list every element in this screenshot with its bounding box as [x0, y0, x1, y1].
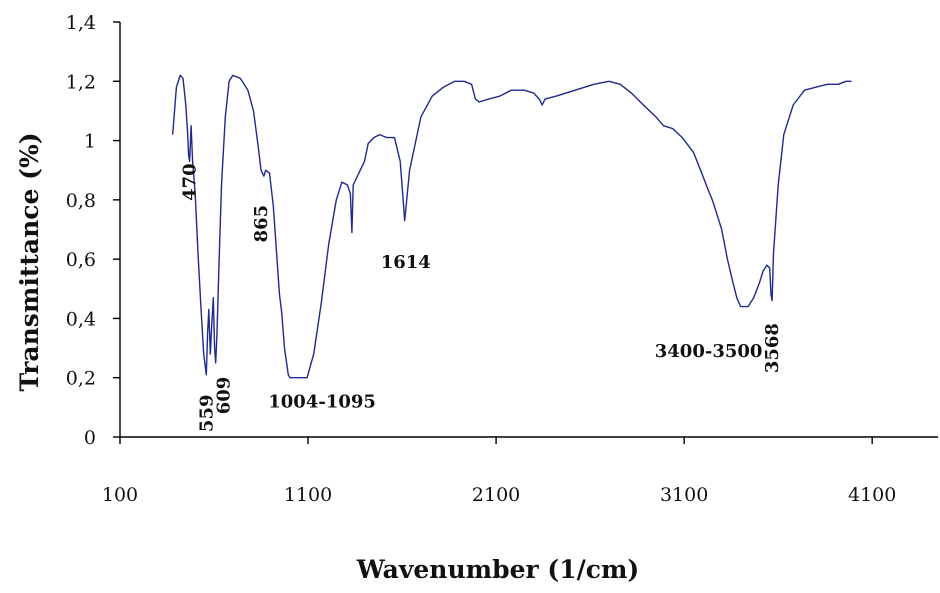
y-ticks: 0 0,2 0,4 0,6 0,8 1 1,2 1,4	[66, 12, 120, 449]
peak-label: 1004-1095	[268, 391, 376, 412]
y-tick-label: 1	[84, 131, 96, 153]
peak-label: 1614	[381, 252, 431, 273]
y-tick-label: 0,4	[66, 308, 96, 330]
axes	[119, 22, 938, 438]
y-tick-label: 0,8	[66, 190, 96, 212]
x-tick-label: 3100	[660, 484, 708, 506]
x-ticks: 100 1100 2100 3100 4100	[102, 437, 896, 506]
peak-label: 3400-3500	[655, 341, 763, 362]
peak-label: 470	[180, 163, 201, 201]
y-axis-title: Transmittance (%)	[15, 132, 44, 391]
x-tick-label: 1100	[284, 484, 332, 506]
x-axis-title: Wavenumber (1/cm)	[356, 555, 639, 584]
peak-label: 559	[196, 395, 217, 433]
peak-label: 3568	[762, 323, 783, 373]
y-tick-label: 1,4	[66, 12, 96, 34]
peak-label: 865	[251, 205, 272, 243]
x-tick-label: 100	[102, 484, 138, 506]
y-tick-label: 0,6	[66, 249, 96, 271]
peak-label: 609	[213, 377, 234, 415]
spectrum-line	[172, 74, 852, 379]
series	[172, 74, 852, 379]
y-tick-label: 0	[84, 427, 96, 449]
y-tick-label: 1,2	[66, 71, 96, 93]
x-tick-label: 2100	[472, 484, 520, 506]
x-tick-label: 4100	[848, 484, 896, 506]
y-tick-label: 0,2	[66, 368, 96, 390]
